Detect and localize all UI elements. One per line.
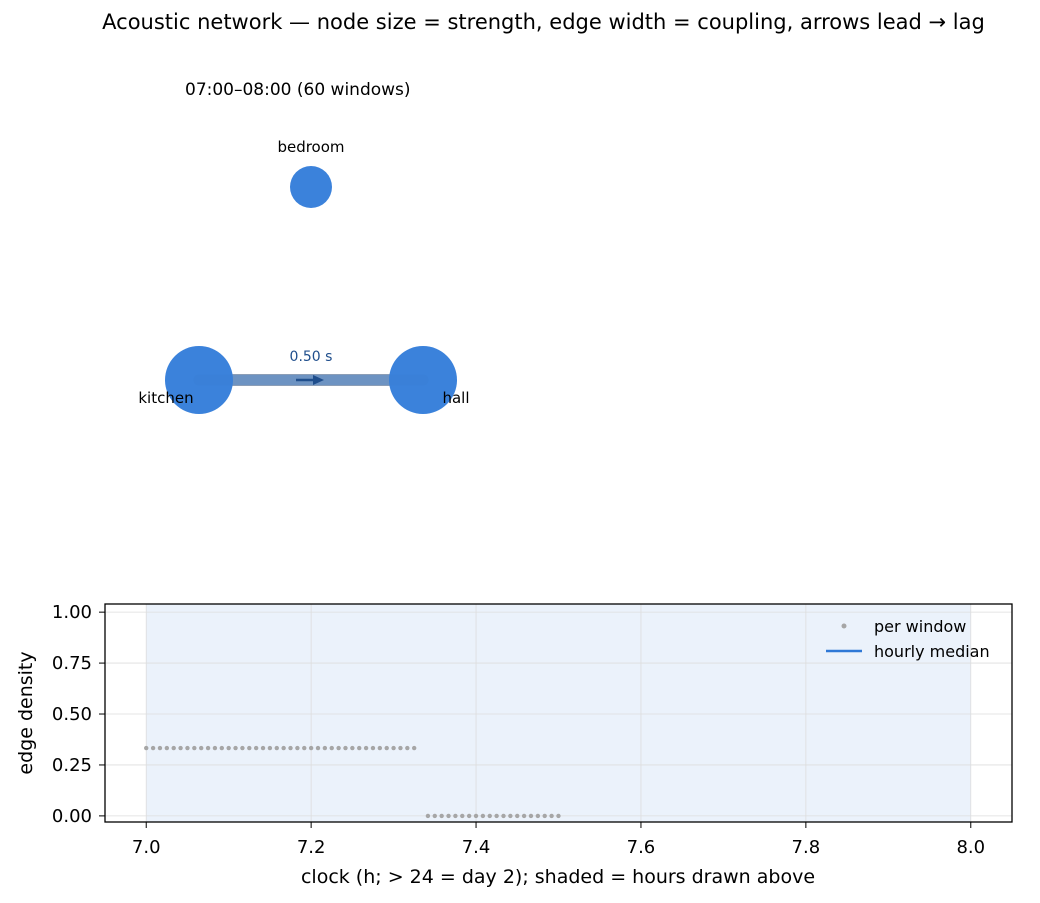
data-point: [144, 745, 149, 751]
x-tick-label: 7.6: [627, 837, 656, 858]
data-point: [192, 745, 197, 751]
data-point: [178, 745, 183, 751]
data-point: [439, 813, 444, 819]
data-point: [247, 745, 252, 751]
data-point: [535, 813, 541, 819]
x-tick-label: 7.4: [462, 837, 491, 858]
data-point: [384, 745, 389, 751]
y-tick-label: 0.00: [52, 806, 92, 827]
data-point: [411, 745, 417, 751]
y-tick-label: 0.25: [52, 755, 92, 776]
data-point: [240, 745, 245, 751]
data-point: [343, 745, 348, 751]
shaded-hours-region: [146, 604, 971, 822]
data-point: [528, 813, 534, 819]
grid-lines: [105, 604, 1012, 822]
data-point: [405, 745, 410, 751]
data-point: [185, 745, 190, 751]
data-point: [308, 745, 314, 751]
data-point: [226, 745, 231, 751]
data-point: [446, 813, 451, 819]
data-point: [302, 745, 307, 751]
legend-label-hourly-median: hourly median: [874, 642, 990, 661]
figure-title: Acoustic network — node size = strength,…: [102, 10, 985, 34]
x-tick-label: 8.0: [956, 837, 985, 858]
legend-marker-per-window: [841, 623, 847, 629]
per-window-points: [144, 745, 561, 819]
data-point: [521, 813, 527, 819]
data-point: [198, 745, 204, 751]
data-point: [549, 813, 554, 819]
data-point: [432, 813, 437, 819]
edge-lag-label: 0.50 s: [290, 349, 333, 365]
y-tick-label: 0.50: [52, 704, 92, 725]
data-point: [260, 745, 266, 751]
data-point: [171, 745, 176, 751]
data-point: [515, 813, 520, 819]
data-point: [164, 745, 170, 751]
data-point: [322, 745, 328, 751]
x-axis-ticks: 7.0 7.2 7.4 7.6 7.8 8.0: [132, 822, 985, 858]
data-point: [329, 745, 334, 751]
x-tick-label: 7.0: [132, 837, 161, 858]
x-tick-label: 7.2: [297, 837, 326, 858]
legend-label-per-window: per window: [874, 617, 966, 636]
x-tick-label: 7.8: [792, 837, 821, 858]
y-axis-label: edge density: [15, 651, 37, 774]
data-point: [494, 813, 499, 819]
data-point: [157, 745, 163, 751]
y-axis-ticks: 0.00 0.25 0.50 0.75 1.00: [52, 602, 105, 827]
network-graph: 0.50 s bedroom kitchen hall: [138, 138, 470, 414]
edge-density-plot: 7.0 7.2 7.4 7.6 7.8 8.0 0.000.250.500.751.00 …: [15, 602, 1013, 888]
network-subtitle: 07:00–08:00 (60 windows): [185, 80, 411, 100]
data-point: [295, 745, 300, 751]
data-point: [150, 745, 156, 751]
plot-frame: [104, 603, 1013, 823]
data-point: [288, 745, 293, 751]
data-point: [487, 813, 492, 819]
data-point: [391, 745, 396, 751]
data-point: [542, 813, 547, 819]
data-point: [267, 745, 273, 751]
data-point: [205, 745, 211, 751]
data-point: [370, 745, 376, 751]
data-point: [473, 813, 479, 819]
data-point: [336, 745, 341, 751]
data-point: [508, 813, 513, 819]
node-bedroom: [290, 166, 332, 208]
data-point: [398, 745, 403, 751]
data-point: [453, 813, 458, 819]
node-label-hall: hall: [442, 389, 469, 407]
data-point: [425, 813, 431, 819]
data-point: [274, 745, 279, 751]
data-point: [350, 745, 355, 751]
data-point: [466, 813, 472, 819]
x-axis-label: clock (h; > 24 = day 2); shaded = hours …: [301, 866, 815, 888]
data-point: [556, 813, 561, 819]
data-point: [212, 745, 218, 751]
lag-arrow-head: [313, 375, 324, 385]
node-label-bedroom: bedroom: [277, 138, 344, 156]
data-point: [377, 745, 383, 751]
data-point: [501, 813, 506, 819]
data-point: [363, 745, 369, 751]
data-point: [233, 745, 238, 751]
data-point: [357, 745, 362, 751]
y-tick-label: 1.00: [52, 602, 92, 623]
data-point: [253, 745, 259, 751]
data-point: [480, 813, 486, 819]
y-tick-label: 0.75: [52, 653, 92, 674]
data-point: [281, 745, 286, 751]
data-point: [460, 813, 465, 819]
legend: per window hourly median: [826, 617, 990, 661]
data-point: [315, 745, 321, 751]
data-point: [219, 745, 225, 751]
node-label-kitchen: kitchen: [138, 389, 193, 407]
